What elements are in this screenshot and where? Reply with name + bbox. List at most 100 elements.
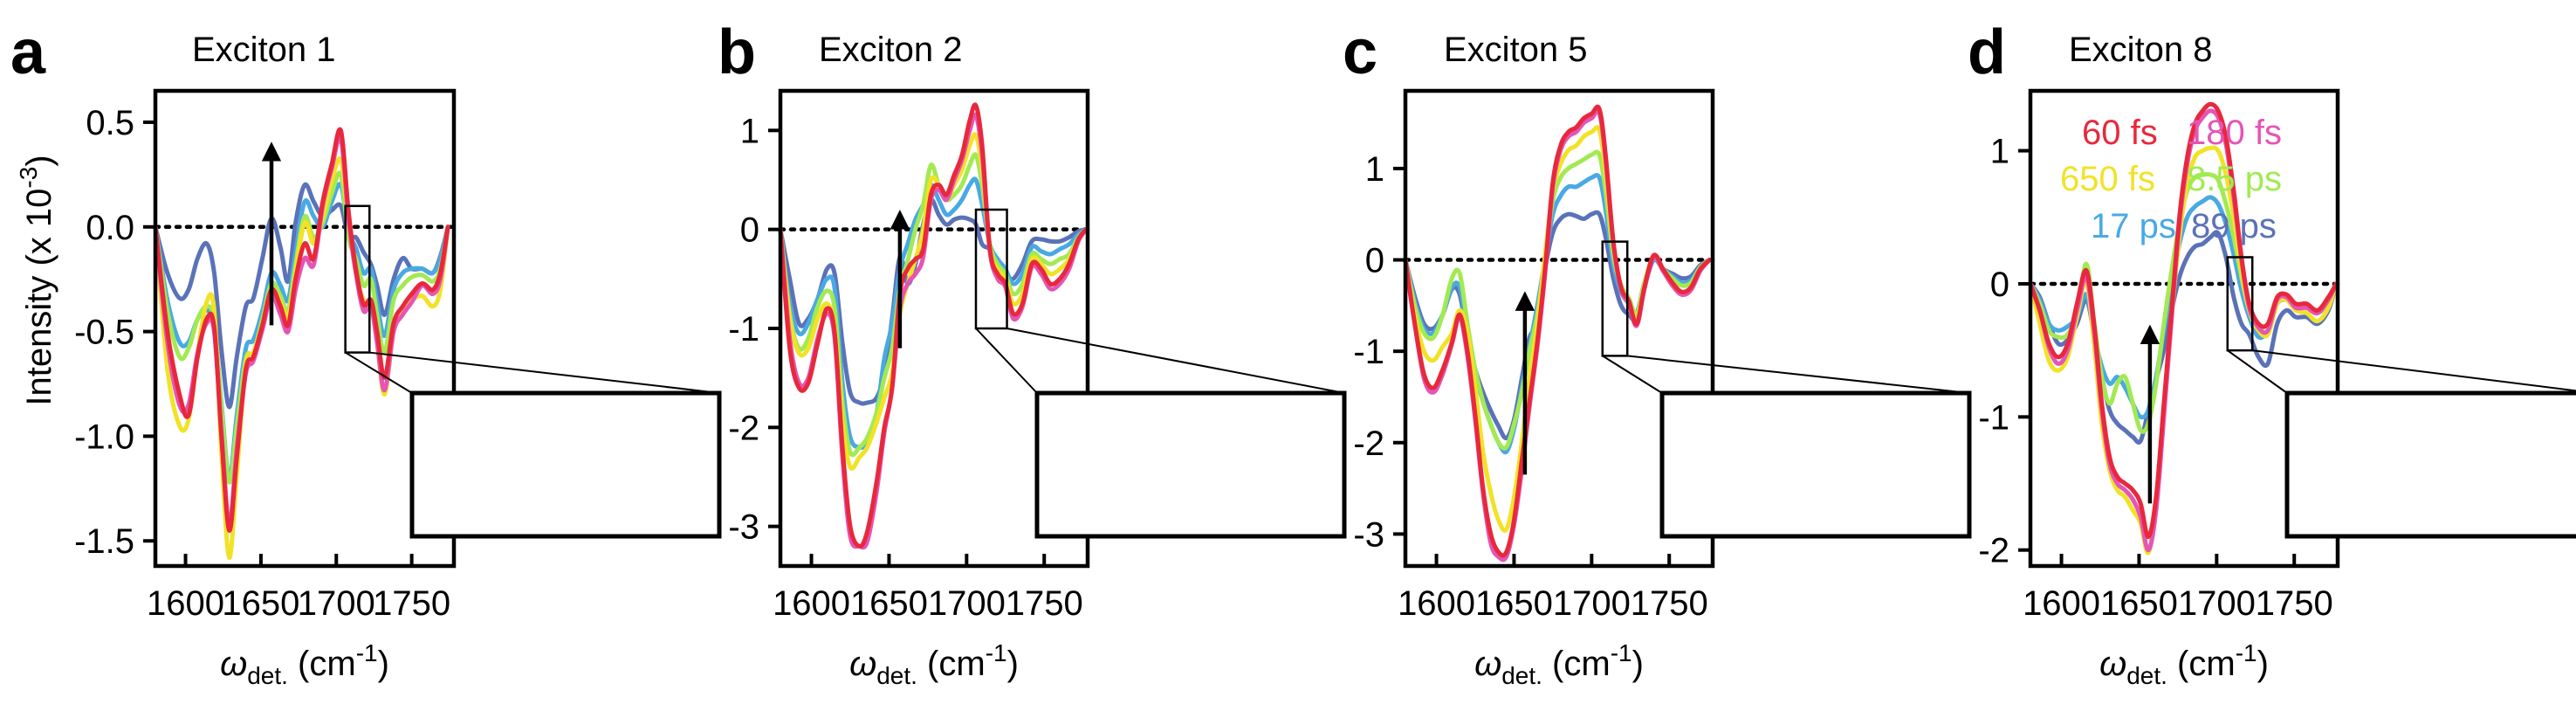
panel-c: c Exciton 5 1600 1650 1700 1750 1 0 -1 -2 -3 ωdet. … <box>1343 17 1972 689</box>
x-tick-label: 1600 <box>147 584 224 623</box>
x-tick-label: 1700 <box>2178 584 2256 623</box>
panel-letter-c: c <box>1343 17 1377 87</box>
y-tick-label: 0 <box>1365 242 1384 280</box>
y-tick-label: -1 <box>1978 398 2009 437</box>
x-axis-label: ωdet. (cm-1) <box>2099 639 2269 689</box>
x-tick-label: 1750 <box>373 584 450 623</box>
zoom-connector-left <box>345 351 413 394</box>
x-axis-label: ωdet. (cm-1) <box>849 639 1019 689</box>
y-tick-label: -1 <box>1353 333 1384 371</box>
series-group <box>1403 104 1712 563</box>
series-line-60-fs <box>153 127 450 533</box>
inset-frame <box>1034 390 1347 539</box>
x-axis-label-subscript: det. <box>2126 662 2167 689</box>
x-tick-label: 1650 <box>222 584 299 623</box>
inset-frame <box>1659 390 1972 539</box>
zoom-connector-right <box>1006 328 1345 394</box>
x-tick-label: 1650 <box>850 584 928 623</box>
zoom-connector-right <box>2252 349 2576 392</box>
series-line-89-ps <box>778 197 1089 406</box>
x-axis-label-close: ) <box>1632 645 1644 683</box>
x-tick-label: 1750 <box>1631 584 1708 623</box>
series-line-60-fs <box>778 102 1089 549</box>
zoom-window <box>974 208 1008 330</box>
x-axis-label-subscript: det. <box>1501 662 1542 689</box>
y-tick-label: -2 <box>1353 425 1384 463</box>
legend-entry: 89 ps <box>2191 207 2277 245</box>
inset-d <box>2284 390 2576 539</box>
x-tick-label: 1700 <box>1553 584 1631 623</box>
x-axis-label-exponent: -1 <box>1611 639 1632 666</box>
legend: 60 fs 180 fs 650 fs 8.5 ps 17 ps 89 ps <box>2060 114 2282 245</box>
panel-letter-d: d <box>1968 17 2006 87</box>
x-axis-label-units: (cm <box>917 645 986 683</box>
x-tick-label: 1700 <box>298 584 375 623</box>
series-line-60-fs <box>1403 104 1712 558</box>
x-tick-label: 1750 <box>2256 584 2333 623</box>
inset-a <box>409 390 722 539</box>
y-tick-label: -1.5 <box>74 522 134 561</box>
series-group <box>2028 101 2339 556</box>
x-axis-label-symbol: ω <box>849 645 876 683</box>
legend-entry: 180 fs <box>2187 114 2282 152</box>
legend-entry: 650 fs <box>2060 160 2155 198</box>
series-line-89-ps <box>153 182 450 410</box>
panel-title-d: Exciton 8 <box>2069 31 2213 69</box>
x-axis-label: ωdet. (cm-1) <box>1474 639 1644 689</box>
y-axis-label-close: ) <box>20 155 58 166</box>
zoom-connector-right <box>369 351 720 394</box>
inset-frame <box>409 390 722 539</box>
inset-c <box>1659 390 1972 539</box>
x-axis-label-exponent: -1 <box>986 639 1007 666</box>
panel-letter-a: a <box>10 17 46 87</box>
zoom-connector-left <box>975 328 1038 394</box>
panel-b: b Exciton 2 1600 1650 1700 1750 1 0 -1 -2 -3 ωdet. … <box>718 17 1347 689</box>
x-axis-label-close: ) <box>378 645 389 683</box>
y-tick-label: 0 <box>740 211 759 250</box>
x-axis-label-symbol: ω <box>2099 645 2126 683</box>
x-axis-label-units: (cm <box>288 645 356 683</box>
panel-title-c: Exciton 5 <box>1444 31 1588 69</box>
legend-entry: 60 fs <box>2082 114 2158 152</box>
x-tick-label: 1700 <box>928 584 1006 623</box>
y-tick-label: -0.5 <box>74 314 134 352</box>
x-axis-label-exponent: -1 <box>2236 639 2257 666</box>
y-axis-label-text: Intensity (x 10 <box>20 189 58 406</box>
y-tick-label: 0 <box>1990 266 2009 304</box>
y-tick-label: -2 <box>728 409 759 447</box>
plot-frame <box>1403 88 1715 569</box>
zoom-window <box>2226 256 2254 352</box>
series-group <box>153 127 450 560</box>
y-tick-label: -2 <box>1978 532 2009 570</box>
x-axis-label-symbol: ω <box>220 645 247 683</box>
x-axis-label-exponent: -1 <box>356 639 378 666</box>
inset-frame <box>2284 390 2576 539</box>
zoom-connector-left <box>2227 349 2288 394</box>
y-tick-label: -1.0 <box>74 418 134 456</box>
legend-entry: 8.5 ps <box>2187 160 2282 198</box>
plot-frame <box>153 88 457 569</box>
series-group <box>778 102 1089 550</box>
y-axis-label-exponent: -3 <box>15 167 42 189</box>
x-axis-label: ωdet. (cm-1) <box>220 639 389 689</box>
series-line-8.5-ps <box>153 170 450 485</box>
x-axis-label-close: ) <box>2257 645 2269 683</box>
y-axis-label: Intensity (x 10-3) <box>15 155 58 405</box>
panel-title-a: Exciton 1 <box>192 31 336 69</box>
y-tick-label: -3 <box>1353 515 1384 554</box>
x-tick-label: 1600 <box>2023 584 2100 623</box>
zoom-window <box>1601 240 1629 357</box>
y-tick-label: 1 <box>1990 133 2009 171</box>
y-tick-label: -3 <box>728 508 759 547</box>
y-tick-label: 0.5 <box>86 104 134 142</box>
plot-frame <box>2028 88 2340 569</box>
zoom-connector-left <box>1602 355 1663 394</box>
zoom-window <box>344 204 371 354</box>
x-tick-label: 1600 <box>773 584 850 623</box>
panel-title-b: Exciton 2 <box>819 31 963 69</box>
zoom-connector-right <box>1627 355 1970 394</box>
x-tick-label: 1600 <box>1398 584 1475 623</box>
x-axis-label-subscript: det. <box>247 662 288 689</box>
